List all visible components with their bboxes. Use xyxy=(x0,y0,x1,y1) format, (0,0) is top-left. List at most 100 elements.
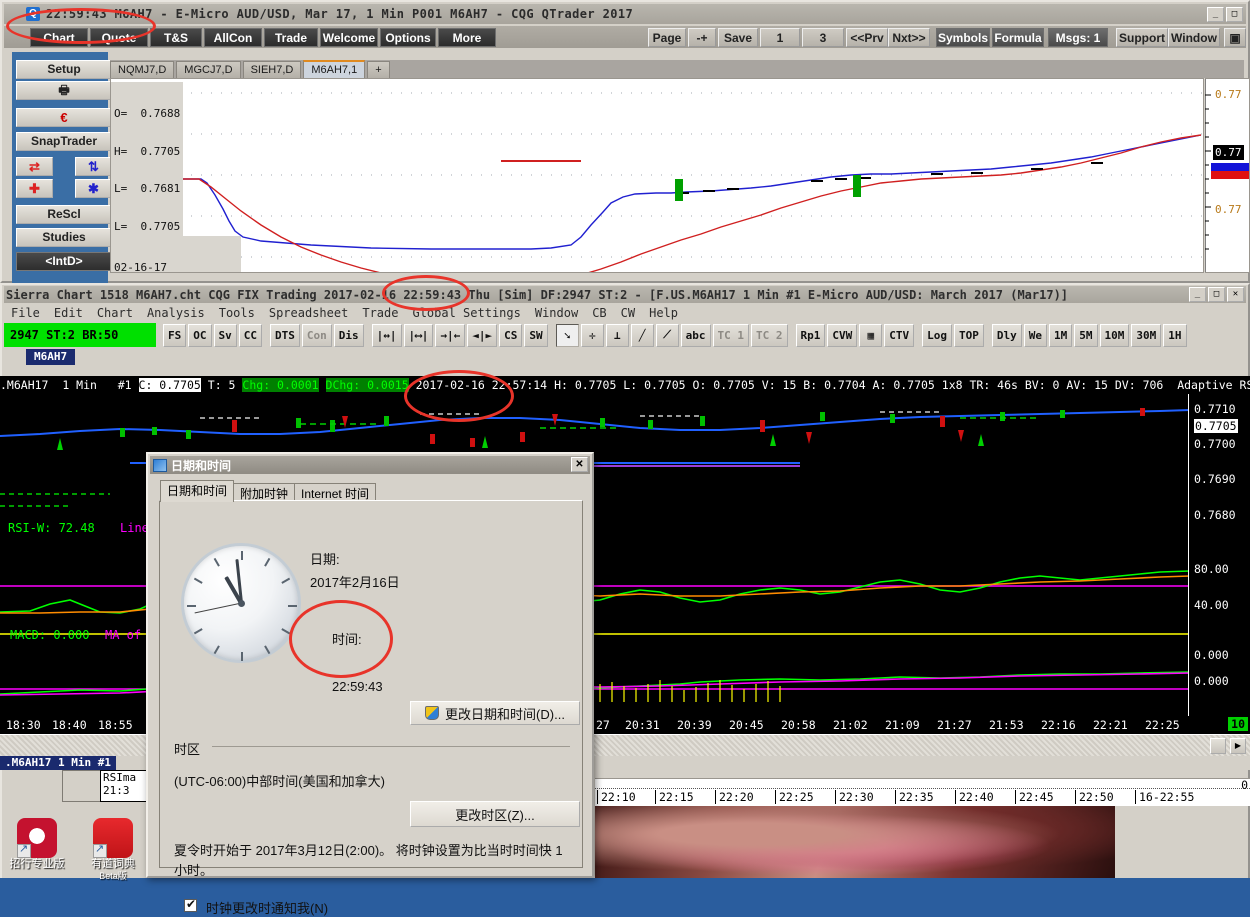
menu-chart[interactable]: Chart xyxy=(96,306,133,320)
toolbar-30m[interactable]: 30M xyxy=(1131,323,1162,347)
menu-welcome[interactable]: Welcome xyxy=(320,28,378,47)
tab-extra-clocks[interactable]: 附加时钟 xyxy=(233,483,296,502)
setup-button[interactable]: Setup xyxy=(16,60,112,79)
swap-icon[interactable]: ⇄ xyxy=(16,157,53,176)
rescl-button[interactable]: ReScl xyxy=(16,205,112,224)
minimize-icon[interactable]: _ xyxy=(1207,7,1224,22)
chart-tab-sieh7[interactable]: SIEH7,D xyxy=(242,61,302,78)
toolbar-top[interactable]: TOP xyxy=(954,323,984,347)
cursor-icon[interactable]: ➘ xyxy=(555,323,579,347)
toolbar-cs[interactable]: CS xyxy=(499,323,523,347)
maximize-icon[interactable]: □ xyxy=(1208,287,1225,302)
cqg-title-bar[interactable]: Q 22:59:43 M6AH7 - E-Micro AUD/USD, Mar … xyxy=(4,4,1246,24)
scroll-right-button[interactable]: ▶ xyxy=(1230,738,1246,754)
desktop-icon-youdao[interactable]: 有道词典 Beta版 xyxy=(82,818,144,882)
menu-file[interactable]: File xyxy=(11,306,40,320)
button-page[interactable]: Page xyxy=(648,28,686,47)
snaptrader-button[interactable]: SnapTrader xyxy=(16,132,112,151)
menu-quote[interactable]: Quote xyxy=(90,28,148,47)
cqg-window-controls[interactable]: _ □ xyxy=(1207,7,1243,22)
chart-tab-add[interactable]: + xyxy=(367,61,390,78)
toolbar-ctv[interactable]: CTV xyxy=(884,323,915,347)
menu-analysis[interactable]: Analysis xyxy=(146,306,205,320)
menu-edit[interactable]: Edit xyxy=(53,306,83,320)
menu-help[interactable]: Help xyxy=(649,306,679,320)
button-prev[interactable]: <<Prv xyxy=(846,28,888,47)
grid-icon[interactable]: ✚ xyxy=(16,179,53,198)
toolbar-con[interactable]: Con xyxy=(301,323,332,347)
menu-allcon[interactable]: AllCon xyxy=(204,28,262,47)
tpo-icon[interactable]: ▦ xyxy=(859,323,883,347)
menu-trade[interactable]: Trade xyxy=(362,306,399,320)
star-icon[interactable]: ✱ xyxy=(75,179,112,198)
button-symbols[interactable]: Symbols xyxy=(936,28,990,47)
cqg-chart-canvas[interactable]: O= 0.7688 H= 0.7705 L= 0.7681 L= 0.7705 … xyxy=(110,78,1204,273)
menu-global-settings[interactable]: Global Settings xyxy=(412,306,521,320)
menu-options[interactable]: Options xyxy=(380,28,436,47)
updown-icon[interactable]: ⇅ xyxy=(75,157,112,176)
sierra-window-controls[interactable]: _ □ ✕ xyxy=(1189,287,1244,302)
date-time-dialog[interactable]: 日期和时间 ✕ 日期和时间 附加时钟 Internet 时间 xyxy=(146,452,594,916)
button-page-3[interactable]: 3 xyxy=(802,28,844,47)
chartbook-tab-m6ah7[interactable]: M6AH7 xyxy=(26,349,76,365)
close-icon[interactable]: ✕ xyxy=(1227,287,1244,302)
tab-date-time[interactable]: 日期和时间 xyxy=(160,480,235,502)
ray-icon[interactable]: ⟋ xyxy=(655,323,679,347)
change-timezone-button[interactable]: 更改时区(Z)... xyxy=(410,801,580,827)
button-msgs[interactable]: Msgs: 1 xyxy=(1048,28,1108,47)
menu-more[interactable]: More xyxy=(438,28,496,47)
button-save[interactable]: Save xyxy=(718,28,758,47)
button-support[interactable]: Support xyxy=(1116,28,1168,47)
menu-cb[interactable]: CB xyxy=(592,306,607,320)
toolbar-tc2[interactable]: TC 2 xyxy=(751,323,788,347)
button-next[interactable]: Nxt>> xyxy=(888,28,930,47)
shrink-in-icon[interactable]: →|← xyxy=(435,323,466,347)
toolbar-we[interactable]: We xyxy=(1023,323,1047,347)
cqg-qtrader-window[interactable]: Q 22:59:43 M6AH7 - E-Micro AUD/USD, Mar … xyxy=(0,0,1250,284)
toolbar-sw[interactable]: SW xyxy=(524,323,548,347)
sierra-chartbook-tabs[interactable]: M6AH7 xyxy=(4,348,1246,365)
menu-spreadsheet[interactable]: Spreadsheet xyxy=(268,306,349,320)
text-tool-icon[interactable]: abc xyxy=(680,323,711,347)
menu-chart[interactable]: Chart xyxy=(30,28,88,47)
dialog-title-bar[interactable]: 日期和时间 ✕ xyxy=(150,456,590,474)
expand-left-icon[interactable]: |↔| xyxy=(371,323,402,347)
expand-both-icon[interactable]: |⟷| xyxy=(403,323,434,347)
toolbar-dly[interactable]: Dly xyxy=(991,323,1022,347)
menu-trade[interactable]: Trade xyxy=(264,28,318,47)
menu-cw[interactable]: CW xyxy=(620,306,636,320)
tab-internet-time[interactable]: Internet 时间 xyxy=(294,483,377,502)
print-icon[interactable]: 🖶 xyxy=(16,81,112,100)
toolbar-tc1[interactable]: TC 1 xyxy=(712,323,749,347)
desktop-icon-cmb[interactable]: 招行专业版 xyxy=(6,818,68,870)
dialog-tabs[interactable]: 日期和时间 附加时钟 Internet 时间 xyxy=(160,480,377,502)
toolbar-1m[interactable]: 1M xyxy=(1049,323,1073,347)
dialog-close-button[interactable]: ✕ xyxy=(571,457,588,472)
shrink-both-icon[interactable]: ◄|► xyxy=(467,323,498,347)
sierra-title-bar[interactable]: Sierra Chart 1518 M6AH7.cht CQG FIX Trad… xyxy=(4,286,1246,303)
vline-icon[interactable]: ⊥ xyxy=(605,323,629,347)
menu-tands[interactable]: T&S xyxy=(150,28,202,47)
maximize-icon[interactable]: □ xyxy=(1226,7,1243,22)
toolbar-oc[interactable]: OC xyxy=(188,323,212,347)
restore-icon[interactable]: ▣ xyxy=(1224,28,1246,47)
chart-tab-m6ah7[interactable]: M6AH7,1 xyxy=(303,60,366,78)
minimize-icon[interactable]: _ xyxy=(1189,287,1206,302)
button-window[interactable]: Window xyxy=(1168,28,1220,47)
button-page-1[interactable]: 1 xyxy=(760,28,800,47)
toolbar-dts[interactable]: DTS xyxy=(270,323,300,347)
cqg-chart-tabs[interactable]: NQMJ7,D MGCJ7,D SIEH7,D M6AH7,1 + xyxy=(110,60,1244,78)
change-datetime-button[interactable]: 更改日期和时间(D)... xyxy=(410,701,580,725)
menu-window[interactable]: Window xyxy=(534,306,579,320)
toolbar-log[interactable]: Log xyxy=(922,323,952,347)
sierra-toolbar[interactable]: 2947 ST:2 BR:50 FS OC Sv CC DTS Con Dis … xyxy=(4,322,1246,348)
toolbar-fs[interactable]: FS xyxy=(163,323,187,347)
menu-tools[interactable]: Tools xyxy=(218,306,255,320)
button-minus-plus[interactable]: -+ xyxy=(688,28,716,47)
toolbar-10m[interactable]: 10M xyxy=(1099,323,1130,347)
toolbar-1h[interactable]: 1H xyxy=(1163,323,1187,347)
line-icon[interactable]: ╱ xyxy=(630,323,654,347)
toolbar-dis[interactable]: Dis xyxy=(333,323,364,347)
notify-checkbox[interactable] xyxy=(184,897,197,912)
crosshair-icon[interactable]: ✛ xyxy=(580,323,604,347)
